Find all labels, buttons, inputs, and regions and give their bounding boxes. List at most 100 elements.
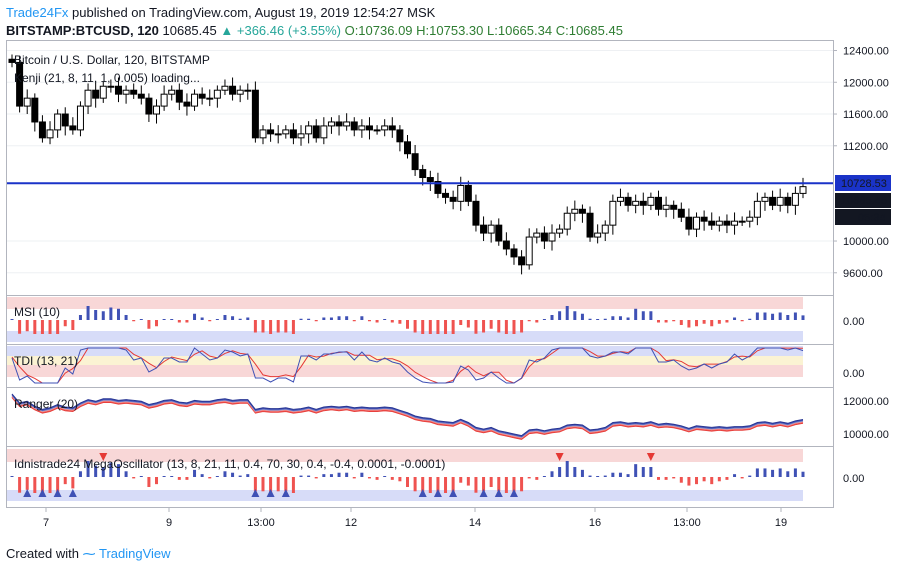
msi-bar-positive: [778, 312, 782, 320]
ranger-line: [11, 397, 804, 440]
candle-bear: [8, 58, 16, 63]
footer: Created with ⁓ TradingView: [6, 546, 171, 562]
ranger-line: [11, 394, 804, 437]
msi-bar-negative: [421, 320, 425, 334]
msi-bar-positive: [329, 317, 333, 320]
indicator-bands: [7, 297, 803, 501]
mega-bar-negative: [672, 477, 676, 479]
mega-bar-negative: [390, 477, 394, 480]
msi-bar-negative: [406, 320, 409, 329]
x-tick-label: 13:00: [247, 517, 275, 529]
msi-bar-negative: [459, 320, 463, 325]
msi-bar-positive: [193, 313, 197, 320]
tradingview-link[interactable]: TradingView: [99, 546, 171, 561]
mega-bar-negative: [497, 477, 501, 492]
mega-bar-positive: [322, 474, 326, 477]
msi-bar-positive: [755, 312, 759, 320]
msi-bar-negative: [63, 320, 67, 327]
candle-bull: [799, 186, 807, 194]
symbol-name: BITSTAMP:BTCUSD, 120: [6, 23, 159, 38]
msi-bar-negative: [398, 320, 402, 324]
mega-bar-negative: [208, 477, 212, 479]
price-axis-ticks: 12400.00 12000.00 11600.00 11200.00 10000.00…: [833, 46, 889, 280]
mega-bar-positive: [801, 471, 805, 477]
msi-bar-positive: [223, 315, 227, 320]
msi-bar-negative: [520, 320, 524, 333]
mega-bar-positive: [588, 475, 592, 477]
msi-bar-positive: [383, 319, 387, 320]
symbol-header: BITSTAMP:BTCUSD, 120 10685.45 ▲ +366.46 …: [6, 23, 623, 38]
msi-bar-negative: [177, 320, 181, 323]
mega-bar-negative: [687, 477, 691, 486]
candle-bull: [731, 220, 739, 226]
candle-bear: [442, 192, 450, 198]
msi-bar-negative: [710, 320, 714, 327]
candle-bull: [244, 89, 252, 92]
mega-bar-negative: [398, 477, 402, 482]
candle-bear: [396, 129, 404, 143]
candle-bear: [335, 121, 343, 127]
mega-bar-positive: [200, 474, 204, 477]
candle-bear: [769, 196, 777, 206]
msi-bar-positive: [231, 316, 235, 320]
mega-bar-negative: [177, 477, 181, 480]
candle-bull: [46, 129, 54, 139]
candle-bear: [251, 89, 259, 139]
candle-bull: [191, 93, 199, 107]
mega-bar-positive: [611, 472, 615, 477]
mega-bar-negative: [717, 477, 721, 482]
candle-bull: [236, 89, 244, 95]
msi-bar-positive: [558, 311, 562, 320]
candle-bear: [586, 212, 594, 238]
mega-bar-negative: [18, 477, 22, 493]
msi-bar-positive: [801, 315, 805, 320]
mega-bar-positive: [580, 469, 584, 477]
brand-name[interactable]: Trade24Fx: [6, 5, 69, 20]
msi-bar-negative: [314, 320, 318, 322]
msi-bar-positive: [793, 312, 797, 320]
x-tick-label: 13:00: [673, 517, 701, 529]
candle-bear: [16, 61, 24, 107]
msi-bar-positive: [86, 306, 90, 320]
candle-bull: [160, 93, 168, 107]
candle-bull: [168, 89, 176, 95]
mega-bar-positive: [193, 469, 197, 477]
msi-bar-positive: [78, 315, 82, 320]
candle-bear: [183, 101, 191, 107]
msi-bar-positive: [733, 317, 737, 320]
mega-bar-negative: [71, 477, 75, 489]
msi-bar-negative: [695, 320, 699, 327]
candle-bull: [305, 125, 313, 135]
msi-bar-negative: [687, 320, 691, 328]
candle-bull: [761, 196, 769, 202]
msi-bar-negative: [40, 320, 44, 334]
mega-bar-positive: [94, 465, 98, 477]
candle-bull: [487, 224, 495, 234]
candle-bull: [99, 85, 107, 99]
candle-bull: [54, 113, 62, 131]
mega-bar-positive: [626, 474, 630, 477]
y-tick-label: 9600.00: [843, 268, 883, 280]
candle-bull: [738, 220, 746, 223]
price-badges: 10728.53 10685.45 05:34: [835, 175, 891, 225]
candle-bear: [464, 184, 472, 202]
msi-bar-positive: [573, 311, 577, 320]
msi-bar-positive: [641, 311, 645, 320]
candle-bear: [31, 97, 39, 123]
candle-bear: [365, 125, 373, 131]
msi-bar-negative: [48, 320, 52, 334]
mega-bar-positive: [101, 467, 105, 477]
msi-axis-label: 0.00: [843, 316, 864, 328]
msi-bar-positive: [345, 316, 349, 320]
candle-bear: [130, 89, 138, 95]
msi-bar-negative: [291, 320, 295, 334]
mega-bar-positive: [337, 472, 341, 477]
candle-bear: [38, 121, 46, 139]
candle-bull: [358, 125, 366, 131]
mega-bar-negative: [291, 477, 295, 493]
tradingview-logo-icon: ⁓: [82, 546, 96, 561]
msi-bar-positive: [246, 317, 250, 320]
mega-bar-positive: [641, 467, 645, 477]
candle-bear: [510, 248, 518, 258]
